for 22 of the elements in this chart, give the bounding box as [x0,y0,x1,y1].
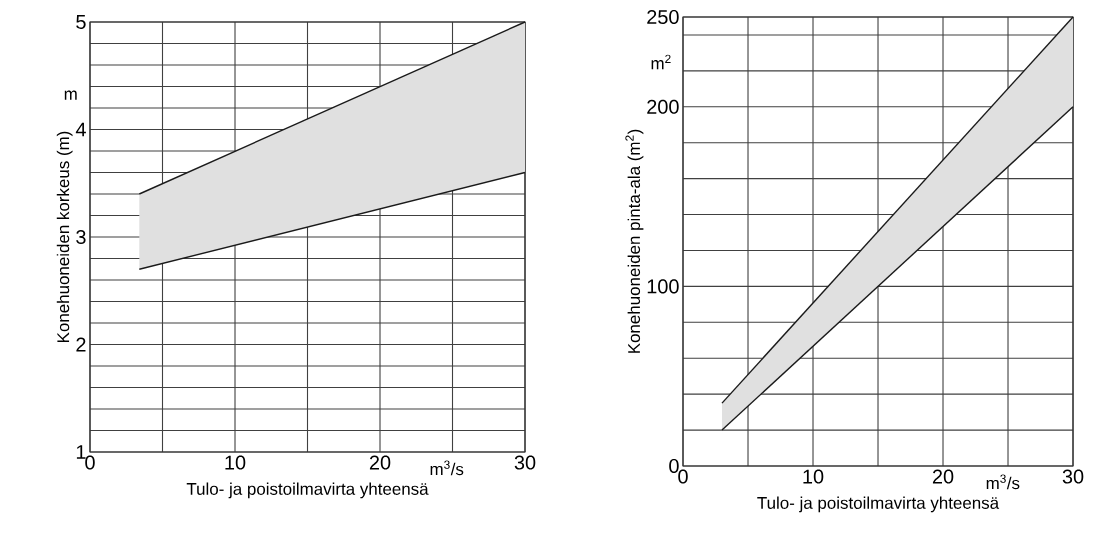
y-tick-label: 2 [76,337,86,352]
x-tick-label: 10 [803,469,824,484]
y-tick-label: 250 [647,9,679,25]
x-tick-label: 30 [1062,469,1084,484]
y-tick-label: 4 [75,122,86,137]
x-tick-label: 20 [932,469,954,484]
x-axis-title: Tulo- ja poistoilmavirta yhteensä [757,496,1000,513]
text: m$^{3}$/s [986,474,1020,490]
y-tick-label: 3 [76,229,86,245]
y-axis-title: Konehuoneiden pinta-ala (m$^{2}$) [625,129,644,353]
x-tick-label: 30 [514,455,536,470]
text: m$^{3}$/s [430,460,464,476]
y-tick-label: 5 [76,15,86,29]
y-tick-label: 200 [647,99,679,114]
y-axis-title: Konehuoneiden korkeus (m) [56,131,73,342]
x-axis-title: Tulo- ja poistoilmavirta yhteensä [186,482,429,499]
y-tick-label: 1 [76,445,86,459]
y-tick-label: 100 [647,279,679,294]
text: m$^{2}$ [651,54,671,70]
x-tick-label: 10 [225,455,246,470]
x-tick-label: 20 [369,455,391,470]
text: m [64,90,77,100]
